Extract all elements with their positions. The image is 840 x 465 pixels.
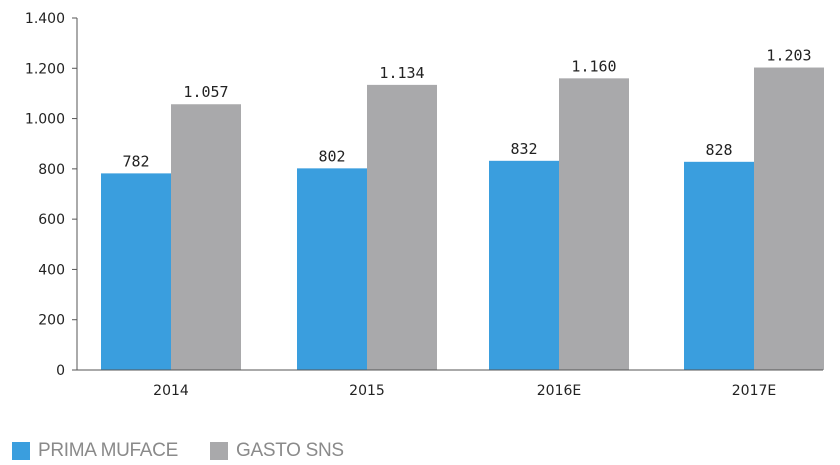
bar-prima-muface-2017e xyxy=(684,161,754,370)
data-label: 782 xyxy=(122,152,149,170)
x-tick-label: 2015 xyxy=(349,383,385,399)
legend-swatch-gasto-sns xyxy=(209,442,228,460)
data-label: 1.057 xyxy=(183,83,228,101)
bar-gasto-sns-2015 xyxy=(367,84,437,370)
bar-prima-muface-2016e xyxy=(489,160,559,370)
data-label: 1.203 xyxy=(766,47,811,65)
y-tick-label: 0 xyxy=(56,363,65,379)
legend-label-gasto-sns: GASTO SNS xyxy=(235,440,344,461)
y-tick-label: 800 xyxy=(38,162,65,178)
y-tick-label: 1.200 xyxy=(25,61,65,77)
x-axis: 2014 2015 2016E 2017E xyxy=(77,369,823,399)
legend: PRIMA MUFACE GASTO SNS xyxy=(12,440,376,462)
legend-swatch-prima-muface xyxy=(12,442,30,460)
data-label: 802 xyxy=(318,147,345,165)
legend-item-prima-muface: PRIMA MUFACE xyxy=(12,440,178,462)
bar-gasto-sns-2016e xyxy=(559,78,629,370)
bars xyxy=(101,67,824,371)
x-tick-label: 2014 xyxy=(153,383,189,399)
data-label: 828 xyxy=(705,141,732,159)
y-tick-label: 400 xyxy=(38,262,65,278)
y-tick-label: 600 xyxy=(38,212,65,228)
x-tick-label: 2016E xyxy=(537,383,581,399)
y-tick-label: 1.400 xyxy=(25,11,65,27)
legend-item-gasto-sns: GASTO SNS xyxy=(209,440,344,462)
value-labels: 782 1.057 802 1.134 832 1.160 828 1.203 xyxy=(122,47,811,171)
bar-prima-muface-2015 xyxy=(297,168,367,370)
x-tick-label: 2017E xyxy=(732,383,776,399)
y-axis: 0 200 400 600 800 1.000 1.200 1.400 xyxy=(25,11,78,379)
bar-gasto-sns-2014 xyxy=(171,104,241,371)
data-label: 1.134 xyxy=(379,64,424,82)
legend-label-prima-muface: PRIMA MUFACE xyxy=(38,440,178,461)
y-tick-label: 1.000 xyxy=(25,112,65,128)
y-tick-label: 200 xyxy=(38,313,65,329)
bar-gasto-sns-2017e xyxy=(754,67,824,370)
bar-prima-muface-2014 xyxy=(101,173,171,370)
data-label: 1.160 xyxy=(571,57,616,75)
data-label: 832 xyxy=(510,140,537,158)
